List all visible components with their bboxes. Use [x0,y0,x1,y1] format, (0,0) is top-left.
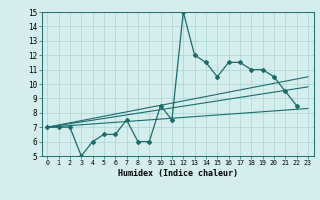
X-axis label: Humidex (Indice chaleur): Humidex (Indice chaleur) [118,169,237,178]
